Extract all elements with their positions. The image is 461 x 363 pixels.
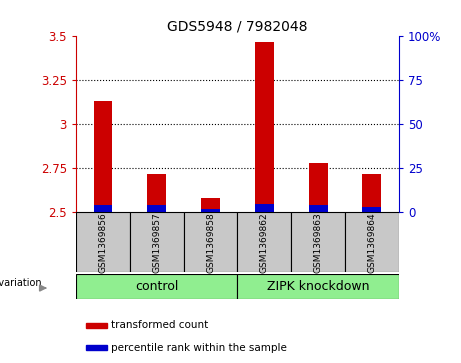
Bar [255,204,274,212]
FancyBboxPatch shape [130,212,183,272]
FancyBboxPatch shape [76,274,237,299]
Text: GSM1369858: GSM1369858 [206,212,215,273]
Bar [309,163,327,212]
Text: genotype/variation: genotype/variation [0,278,42,288]
FancyBboxPatch shape [237,212,291,272]
Text: GSM1369863: GSM1369863 [313,212,323,273]
Bar [148,174,166,212]
Bar [86,345,107,350]
Bar [309,205,327,212]
Text: ZIPK knockdown: ZIPK knockdown [267,280,369,293]
Bar [94,101,112,212]
Bar [201,198,220,212]
Bar [201,209,220,212]
Text: GSM1369862: GSM1369862 [260,212,269,273]
Text: GSM1369857: GSM1369857 [152,212,161,273]
FancyBboxPatch shape [345,212,399,272]
Bar [148,205,166,212]
Text: transformed count: transformed count [111,321,208,330]
FancyBboxPatch shape [237,274,399,299]
Bar [94,205,112,212]
Text: GSM1369864: GSM1369864 [367,212,376,273]
Text: percentile rank within the sample: percentile rank within the sample [111,343,287,352]
Text: GSM1369856: GSM1369856 [99,212,107,273]
Title: GDS5948 / 7982048: GDS5948 / 7982048 [167,20,307,34]
FancyBboxPatch shape [183,212,237,272]
Bar [255,42,274,212]
FancyBboxPatch shape [76,212,130,272]
Bar [362,174,381,212]
Text: control: control [135,280,178,293]
FancyBboxPatch shape [291,212,345,272]
Bar [86,323,107,328]
Bar [362,207,381,212]
